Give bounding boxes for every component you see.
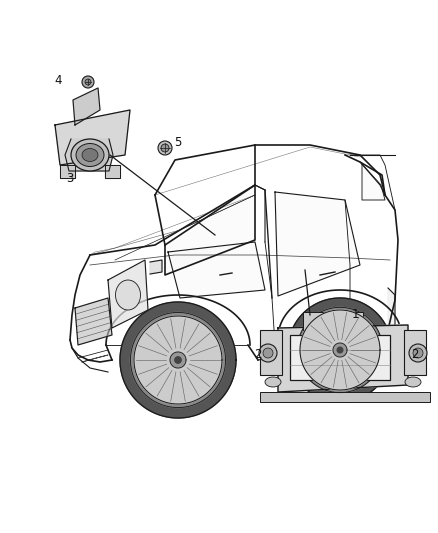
Text: 5: 5 — [174, 136, 182, 149]
Bar — [290, 335, 390, 380]
Circle shape — [161, 144, 169, 152]
Polygon shape — [55, 110, 130, 165]
Polygon shape — [300, 310, 380, 390]
Polygon shape — [388, 288, 395, 332]
Text: 4: 4 — [54, 74, 62, 86]
Ellipse shape — [82, 149, 98, 161]
Polygon shape — [108, 260, 148, 328]
Polygon shape — [362, 164, 385, 200]
Polygon shape — [65, 139, 113, 171]
Ellipse shape — [116, 280, 141, 310]
Text: 1: 1 — [351, 309, 359, 321]
Circle shape — [413, 348, 423, 358]
Polygon shape — [278, 325, 408, 392]
Text: 2: 2 — [411, 349, 419, 361]
Bar — [303, 312, 363, 330]
Circle shape — [82, 76, 94, 88]
Polygon shape — [120, 302, 236, 418]
Polygon shape — [105, 165, 120, 178]
Polygon shape — [150, 260, 162, 274]
Circle shape — [158, 141, 172, 155]
Polygon shape — [131, 312, 226, 408]
Polygon shape — [60, 165, 75, 178]
Text: 2: 2 — [254, 349, 262, 361]
Ellipse shape — [71, 139, 109, 171]
Bar — [260, 392, 430, 402]
Bar — [404, 330, 426, 375]
Circle shape — [409, 344, 427, 362]
Polygon shape — [170, 352, 186, 368]
Circle shape — [85, 79, 91, 85]
Circle shape — [259, 344, 277, 362]
Polygon shape — [275, 192, 360, 296]
Bar — [260, 330, 282, 375]
Ellipse shape — [405, 377, 421, 387]
Polygon shape — [175, 357, 181, 363]
Polygon shape — [333, 343, 347, 357]
Circle shape — [263, 348, 273, 358]
Polygon shape — [165, 185, 255, 275]
Text: 3: 3 — [66, 172, 74, 184]
Polygon shape — [73, 88, 100, 125]
Ellipse shape — [76, 143, 104, 166]
Polygon shape — [337, 347, 343, 353]
Polygon shape — [288, 298, 392, 402]
Polygon shape — [134, 316, 222, 404]
Ellipse shape — [265, 377, 281, 387]
Polygon shape — [75, 298, 112, 345]
Polygon shape — [168, 242, 265, 298]
Polygon shape — [297, 308, 383, 393]
